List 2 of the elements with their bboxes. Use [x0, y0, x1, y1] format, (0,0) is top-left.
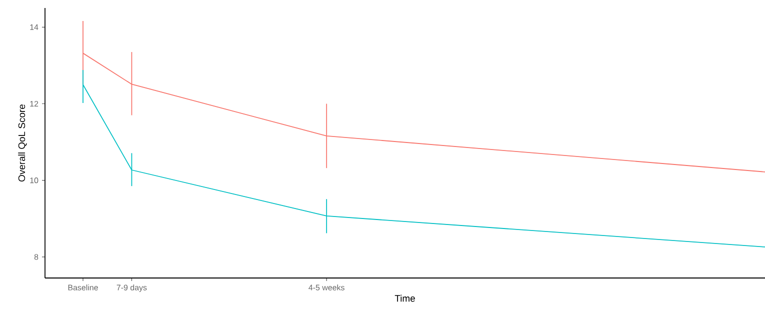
y-axis-title: Overall QoL Score [18, 104, 27, 182]
x-axis-title: Time [394, 294, 415, 302]
